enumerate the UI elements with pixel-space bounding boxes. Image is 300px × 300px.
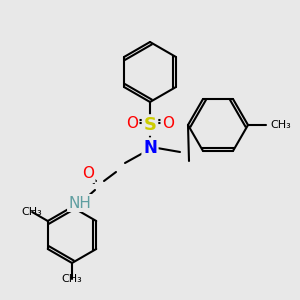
Text: S: S bbox=[143, 116, 157, 134]
Text: CH₃: CH₃ bbox=[270, 120, 291, 130]
Text: CH₃: CH₃ bbox=[61, 274, 82, 284]
Text: N: N bbox=[143, 139, 157, 157]
Text: O: O bbox=[82, 167, 94, 182]
Text: NH: NH bbox=[69, 196, 92, 211]
Text: CH₃: CH₃ bbox=[22, 207, 43, 217]
Text: O: O bbox=[162, 116, 174, 130]
Text: O: O bbox=[126, 116, 138, 130]
